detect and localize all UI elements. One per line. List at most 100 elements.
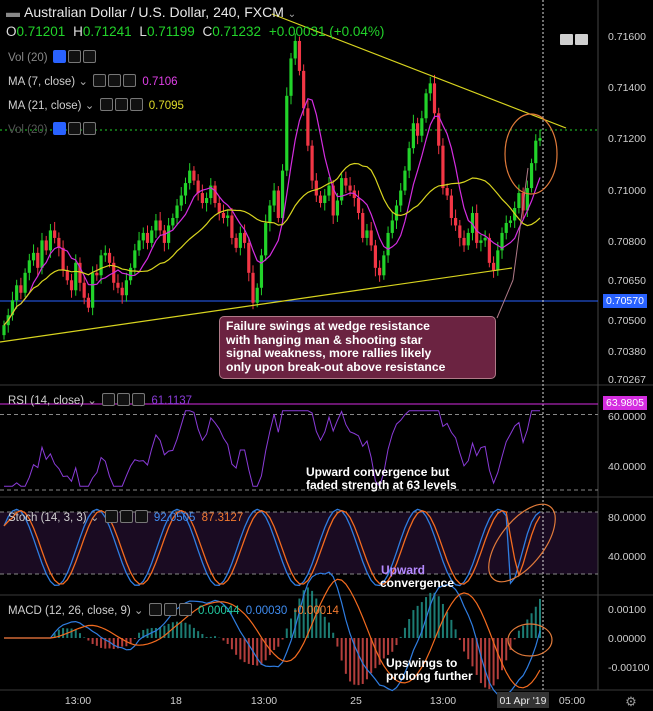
settings-icon[interactable] [114,98,128,111]
box-line-4: only upon break-out above resistance [226,359,446,374]
close-icon[interactable] [129,98,143,111]
candle-body [517,193,521,208]
candle-body [99,255,103,276]
candle-body [78,262,82,283]
candle-body [31,252,36,261]
eye-icon[interactable] [104,510,118,523]
eye-icon[interactable] [102,393,116,406]
rsi-note-line-1: Upward convergence but [306,465,450,479]
candle-body [95,272,99,276]
price-tick-label: 0.70800 [608,236,646,248]
candle-body [538,138,542,141]
ma21-label: MA (21, close) [8,100,82,112]
collapse-icon[interactable]: ▬ [6,4,20,20]
candle-body [120,287,124,296]
candle-body [217,203,221,213]
chevron-down-icon[interactable]: ⌄ [287,9,297,20]
candle-body [141,232,145,241]
candle-body [365,230,369,238]
candle-body [226,215,230,218]
candle-body [69,280,74,291]
settings-icon[interactable] [67,122,81,135]
close-label: C [202,24,213,39]
candle-body [390,220,394,233]
eye-icon[interactable] [93,74,107,87]
candle-body [251,272,255,303]
close-icon[interactable] [82,50,96,63]
settings-gear-icon[interactable]: ⚙ [625,694,637,709]
close-icon[interactable] [132,393,146,406]
macd-tick-label: -0.00100 [608,662,650,674]
vol-faded-label[interactable]: Vol (20) [8,122,96,136]
candle-body [74,262,78,291]
eye-icon[interactable] [52,122,66,135]
symbol-title[interactable]: ▬ Australian Dollar / U.S. Dollar, 240, F… [6,4,296,20]
stoch-k-value: 92.0505 [153,512,196,524]
candle-body [458,225,462,238]
scroll-up-button[interactable] [560,34,573,45]
ma21-line [3,162,541,326]
candle-body [475,212,479,243]
candle-body [483,237,487,241]
time-tick-label: 18 [170,695,182,707]
macd-indicator-label[interactable]: MACD (12, 26, close, 9) ⌄ 0.00044 0.0003… [8,603,339,617]
settings-icon[interactable] [108,74,122,87]
rsi-indicator-label[interactable]: RSI (14, close) ⌄ 61.1137 [8,393,193,407]
candle-body [314,180,318,196]
macd-tick-label: 0.00000 [608,633,646,645]
ma21-indicator-label[interactable]: MA (21, close) ⌄ 0.7095 [8,98,184,112]
candle-body [242,232,247,243]
candle-body [411,123,415,149]
settings-icon[interactable] [117,393,131,406]
candle-body [462,237,466,246]
time-tick-label: 25 [350,695,362,707]
close-icon[interactable] [123,74,137,87]
eye-icon[interactable] [148,603,162,616]
candle-body [529,163,534,189]
stoch-indicator-label[interactable]: Stoch (14, 3, 3) ⌄ 92.0505 87.3127 [8,510,244,524]
candle-body [344,178,348,186]
candle-body [479,240,483,243]
settings-icon[interactable] [67,50,81,63]
vol-indicator-label[interactable]: Vol (20) [8,50,96,64]
price-tick-label: 0.70380 [608,346,646,358]
candle-body [420,118,424,136]
candle-body [23,272,27,293]
candle-body [369,230,373,246]
candle-body [323,195,327,204]
rsi-value: 61.1137 [151,395,193,407]
candle-body [44,240,48,251]
candle-body [302,70,306,109]
candle-body [204,198,209,204]
close-icon[interactable] [134,510,148,523]
rsi-annotation: Upward convergence but faded strength at… [306,466,457,492]
ma21-value: 0.7095 [148,100,184,112]
ma7-indicator-label[interactable]: MA (7, close) ⌄ 0.7106 [8,74,178,88]
macd-value-a: 0.00044 [197,605,240,617]
settings-icon[interactable] [119,510,133,523]
price-highlight-ellipse [504,113,558,195]
macd-line [4,571,541,697]
close-icon[interactable] [82,122,96,135]
candle-body [466,232,470,246]
eye-icon[interactable] [52,50,66,63]
candle-body [196,180,200,194]
time-tick-label: 13:00 [430,695,456,707]
candle-body [399,190,403,206]
price-tag: 0.70570 [603,294,647,308]
high-value: 0.71241 [82,24,132,39]
rsi-line [4,410,540,488]
candle-body [259,255,264,288]
price-tick-label: 0.70500 [608,315,646,327]
rsi-label: RSI (14, close) [8,395,85,407]
settings-icon[interactable] [163,603,177,616]
candles-group [2,33,542,340]
scroll-down-button[interactable] [575,34,588,45]
macd-note-line-1: Upswings to [386,656,458,670]
candle-body [318,195,323,204]
annotation-pointer-2 [512,167,529,281]
close-icon[interactable] [178,603,192,616]
eye-icon[interactable] [99,98,113,111]
candle-body [407,148,411,171]
